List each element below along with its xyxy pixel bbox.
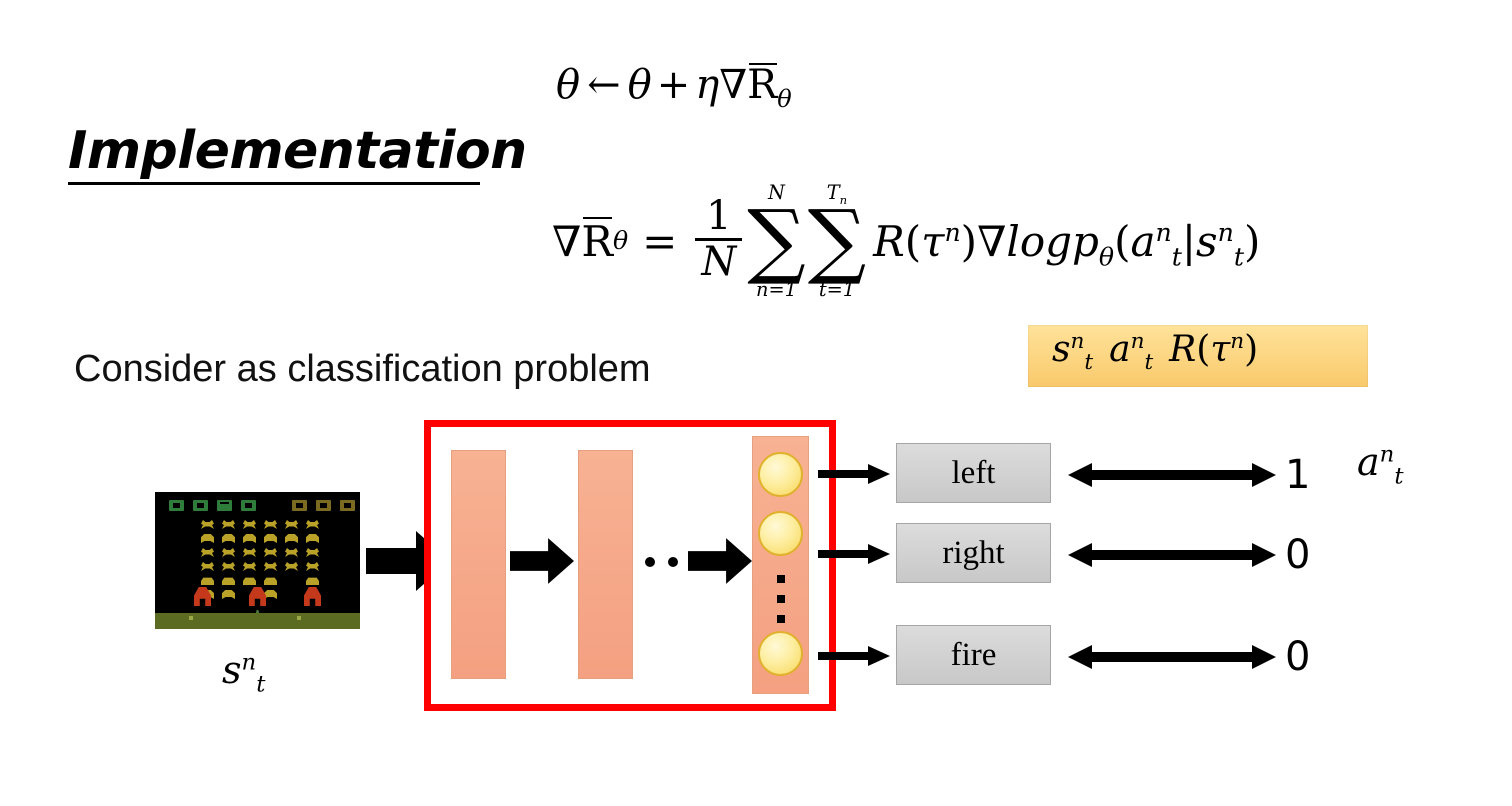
- theta-symbol-2: θ: [627, 62, 652, 108]
- output-neuron: [757, 452, 803, 497]
- score-digit: [169, 500, 184, 511]
- vertical-ellipsis-dot: [776, 595, 785, 603]
- equals-sign: =: [642, 216, 678, 266]
- reward-symbol: R: [1169, 329, 1197, 370]
- score-digit: [193, 500, 208, 511]
- sar-symbols: snt ant R(τn): [1052, 329, 1259, 376]
- reward-symbol: R: [873, 216, 905, 266]
- summation-over-n: N ∑ n=1: [747, 182, 805, 300]
- lives-digit: [340, 500, 355, 511]
- bunker: [304, 587, 321, 606]
- R-bar-symbol: R: [581, 216, 613, 266]
- title-underline: [68, 182, 480, 185]
- fraction-numerator: 1: [706, 192, 732, 239]
- formula-update-rule: θ ← θ + η∇Rθ: [556, 62, 792, 111]
- vertical-ellipsis-dot: [776, 575, 785, 583]
- consider-classification-text: Consider as classification problem: [74, 348, 651, 390]
- neuron-to-action-arrow: [818, 543, 890, 565]
- double-arrow-icon: [1068, 462, 1276, 488]
- sum-lower-limit: t=1: [818, 277, 856, 301]
- sigma-icon: ∑: [807, 193, 867, 289]
- theta-subscript: θ: [777, 85, 792, 113]
- bunker-row: [155, 587, 360, 606]
- ground-strip: [155, 613, 360, 629]
- sum-upper-limit: Tn: [826, 181, 848, 207]
- summation-over-t: Tn ∑ t=1: [808, 182, 866, 300]
- fraction-denominator: N: [701, 238, 737, 285]
- onehot-value: 1: [1285, 452, 1311, 498]
- state-symbol: s: [1196, 216, 1218, 266]
- hidden-layer-2: [578, 450, 633, 679]
- action-box-left[interactable]: left: [896, 443, 1051, 503]
- nabla-icon: ∇: [719, 62, 748, 108]
- state-symbol: s: [1052, 329, 1071, 370]
- action-symbol: a: [1109, 329, 1131, 370]
- bunker: [249, 587, 266, 606]
- theta-symbol: θ: [556, 62, 581, 108]
- game-score-row: [169, 500, 360, 511]
- reward-log-prob-term: R(τn)∇logpθ(ant|snt): [873, 216, 1261, 271]
- vertical-ellipsis-dot: [776, 615, 785, 623]
- action-label: fire: [950, 636, 997, 673]
- R-bar-symbol: R: [747, 62, 778, 108]
- state-label: snt: [222, 648, 266, 698]
- score-digit: [241, 500, 256, 511]
- layer-arrow-icon-1: [510, 531, 574, 591]
- nabla-icon: ∇: [552, 216, 582, 266]
- lives-digit: [292, 500, 307, 511]
- lives-digit: [316, 500, 331, 511]
- output-neuron: [757, 631, 803, 676]
- score-digit: [217, 500, 232, 511]
- neuron-to-action-arrow: [818, 463, 890, 485]
- onehot-value: 0: [1285, 532, 1311, 578]
- layer-arrow-icon-2: [688, 531, 752, 591]
- bunker: [194, 587, 211, 606]
- output-neuron: [757, 511, 803, 556]
- action-label: right: [942, 534, 1005, 571]
- double-arrow-icon: [1068, 542, 1276, 568]
- action-box-fire[interactable]: fire: [896, 625, 1051, 685]
- onehot-value: 0: [1285, 634, 1311, 680]
- fraction-one-over-N: 1 N: [695, 192, 743, 285]
- sum-lower-limit: n=1: [756, 277, 797, 301]
- atari-game-screenshot: [155, 492, 360, 629]
- plus-sign: +: [656, 62, 691, 108]
- hidden-layer-1: [451, 450, 506, 679]
- fraction-bar: [695, 237, 743, 241]
- eta-symbol: η: [695, 62, 720, 108]
- output-layer-column: [752, 436, 809, 694]
- page-title: Implementation: [68, 121, 527, 181]
- neuron-to-action-arrow: [818, 645, 890, 667]
- tau-symbol: τ: [921, 216, 945, 266]
- action-box-right[interactable]: right: [896, 523, 1051, 583]
- double-arrow-icon: [1068, 644, 1276, 670]
- highlight-box-sar: snt ant R(τn): [1028, 325, 1368, 387]
- nabla-icon: ∇: [977, 216, 1007, 266]
- sum-upper-limit: N: [768, 181, 785, 205]
- action-label: left: [951, 454, 996, 491]
- sigma-icon: ∑: [747, 193, 806, 289]
- left-arrow-icon: ←: [587, 62, 621, 108]
- conditional-bar: |: [1181, 216, 1197, 266]
- action-symbol: a: [1130, 216, 1156, 266]
- action-vector-label: ant: [1357, 440, 1404, 490]
- log-p-symbol: logp: [1006, 216, 1099, 266]
- tau-symbol: τ: [1210, 329, 1231, 370]
